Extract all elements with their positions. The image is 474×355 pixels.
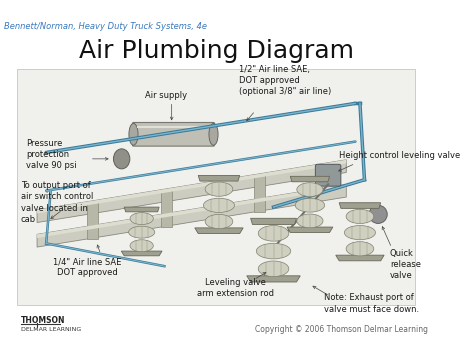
Text: Quick
release
valve: Quick release valve bbox=[390, 249, 421, 280]
Polygon shape bbox=[37, 160, 346, 213]
FancyBboxPatch shape bbox=[133, 122, 214, 146]
Text: Air supply: Air supply bbox=[145, 91, 187, 100]
Polygon shape bbox=[254, 175, 265, 212]
Ellipse shape bbox=[346, 242, 374, 256]
Ellipse shape bbox=[205, 182, 233, 196]
Ellipse shape bbox=[297, 183, 323, 196]
Text: Pressure
protection
valve 90 psi: Pressure protection valve 90 psi bbox=[26, 139, 77, 170]
Polygon shape bbox=[251, 218, 296, 224]
Ellipse shape bbox=[346, 209, 374, 224]
Ellipse shape bbox=[258, 225, 289, 241]
Polygon shape bbox=[336, 255, 384, 261]
Polygon shape bbox=[37, 184, 346, 247]
Ellipse shape bbox=[345, 225, 375, 240]
Ellipse shape bbox=[129, 124, 138, 145]
Text: Height control leveling valve: Height control leveling valve bbox=[339, 151, 460, 160]
Polygon shape bbox=[247, 276, 300, 282]
Ellipse shape bbox=[258, 261, 289, 277]
Ellipse shape bbox=[128, 226, 155, 238]
Ellipse shape bbox=[205, 214, 233, 229]
Polygon shape bbox=[37, 184, 346, 238]
Polygon shape bbox=[124, 207, 159, 212]
Polygon shape bbox=[290, 176, 329, 182]
Ellipse shape bbox=[130, 240, 153, 252]
Polygon shape bbox=[287, 227, 333, 233]
Text: Copyright © 2006 Thomson Delmar Learning: Copyright © 2006 Thomson Delmar Learning bbox=[255, 326, 428, 334]
Polygon shape bbox=[162, 190, 173, 227]
Text: Bennett/Norman, Heavy Duty Truck Systems, 4e: Bennett/Norman, Heavy Duty Truck Systems… bbox=[4, 22, 207, 32]
Ellipse shape bbox=[209, 124, 218, 145]
Polygon shape bbox=[121, 251, 162, 256]
Polygon shape bbox=[198, 175, 240, 181]
Polygon shape bbox=[87, 202, 98, 239]
Ellipse shape bbox=[295, 198, 325, 212]
Text: 1/2" Air line SAE,
DOT approved
(optional 3/8" air line): 1/2" Air line SAE, DOT approved (optiona… bbox=[239, 65, 331, 96]
Text: Leveling valve
arm extension rod: Leveling valve arm extension rod bbox=[197, 278, 274, 298]
Text: To output port of
air switch control
valve located in
cab: To output port of air switch control val… bbox=[21, 181, 93, 224]
Ellipse shape bbox=[297, 214, 323, 228]
FancyBboxPatch shape bbox=[315, 164, 341, 186]
Ellipse shape bbox=[369, 205, 387, 223]
Polygon shape bbox=[339, 203, 381, 208]
Text: 1/4" Air line SAE
DOT approved: 1/4" Air line SAE DOT approved bbox=[53, 257, 121, 277]
Text: Note: Exhaust port of
valve must face down.: Note: Exhaust port of valve must face do… bbox=[324, 294, 419, 313]
Ellipse shape bbox=[203, 198, 235, 212]
Text: THOMSON: THOMSON bbox=[21, 316, 65, 325]
Ellipse shape bbox=[130, 213, 153, 225]
Polygon shape bbox=[195, 228, 243, 234]
Polygon shape bbox=[37, 160, 346, 223]
FancyBboxPatch shape bbox=[17, 69, 415, 305]
Ellipse shape bbox=[113, 149, 130, 169]
Ellipse shape bbox=[256, 243, 291, 259]
Text: DELMAR LEARNING: DELMAR LEARNING bbox=[21, 327, 81, 332]
Text: Air Plumbing Diagram: Air Plumbing Diagram bbox=[79, 39, 354, 62]
